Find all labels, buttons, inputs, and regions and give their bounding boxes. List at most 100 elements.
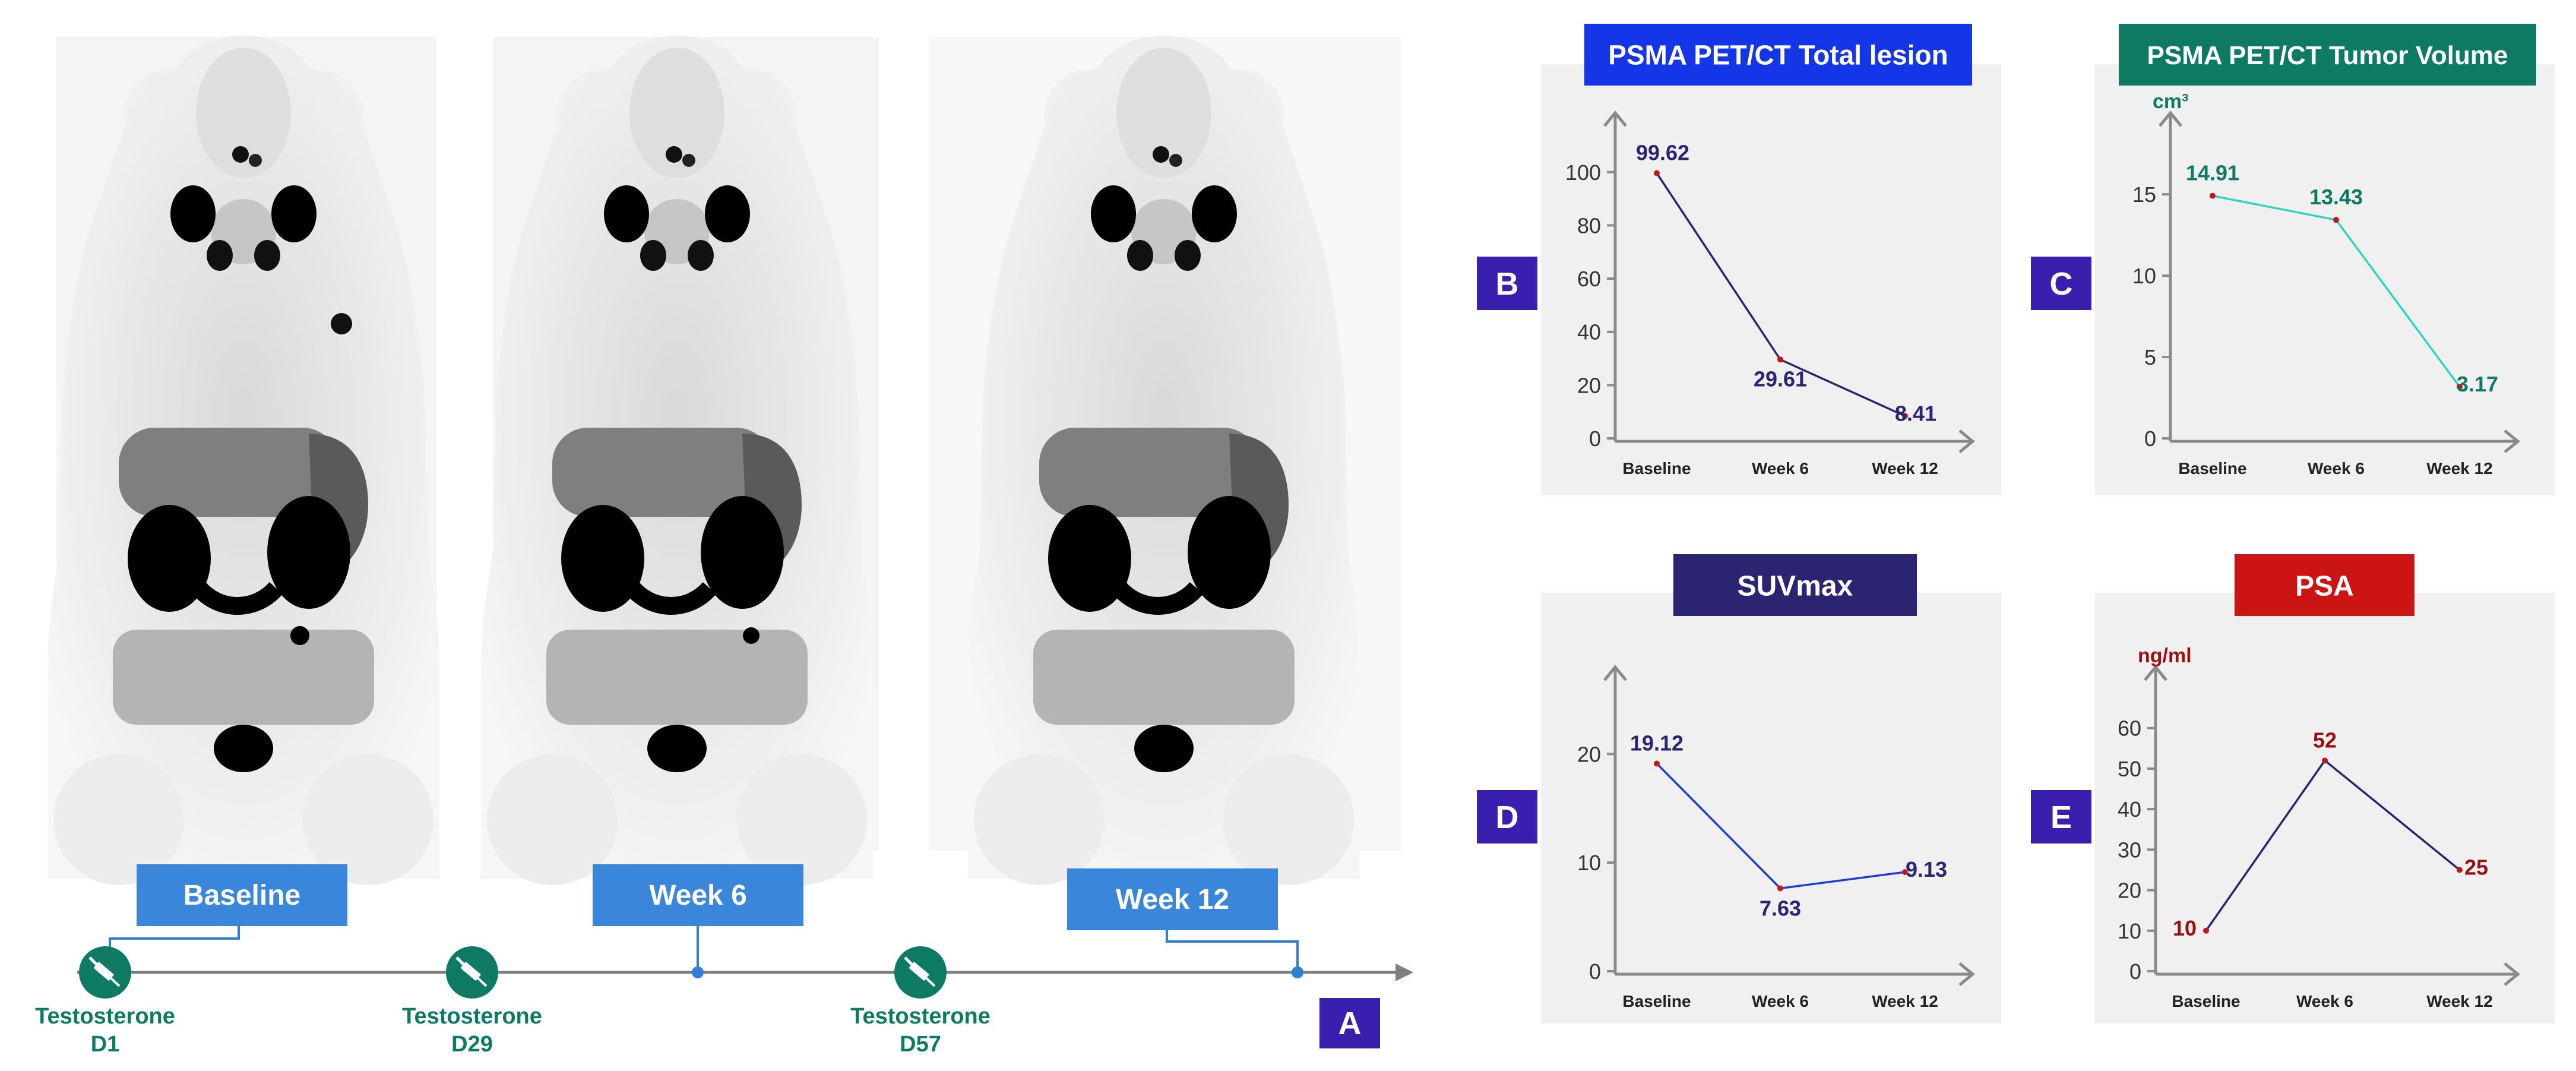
y-tick-label: 60 [2118, 716, 2141, 741]
charts: PSMA PET/CT Total lesionB020406080100Bas… [1477, 24, 2555, 1023]
panel-letter-box [2031, 790, 2091, 843]
scan-label-text: Week 6 [649, 880, 747, 911]
data-label: 19.12 [1630, 731, 1683, 755]
chart-title: PSMA PET/CT Tumor Volume [2147, 41, 2508, 70]
chart-title-box [2119, 24, 2536, 86]
y-axis-arrow [2144, 665, 2167, 681]
data-point [2203, 927, 2209, 934]
y-tick-label: 0 [1589, 959, 1601, 984]
panel-letter: C [2050, 266, 2073, 302]
x-tick-label: Week 12 [2426, 459, 2493, 478]
data-point [2210, 192, 2216, 199]
scan-label-2: Week 6 [593, 864, 803, 978]
y-tick-label: 100 [1565, 160, 1601, 185]
injection-label-line2: D29 [451, 1032, 493, 1057]
timeline-marker [692, 966, 704, 978]
timeline-marker [1292, 966, 1303, 978]
data-label: 13.43 [2309, 185, 2363, 209]
chart-title-box [2235, 554, 2414, 616]
panel-letter: D [1496, 800, 1519, 835]
chart-title: PSMA PET/CT Total lesion [1608, 40, 1948, 71]
chart-panel-bg [1541, 593, 2001, 1023]
chart-E: PSA E 0 10 20 30 40 50 60 ng/ml Baseline Week 6 Week… [2031, 554, 2555, 1023]
x-axis-arrow [1958, 962, 1975, 986]
pet-scan-week6 [481, 36, 879, 885]
data-label: 29.61 [1754, 367, 1807, 391]
injection-3: Testosterone D57 [850, 946, 990, 1057]
chart-C: PSMA PET/CT Tumor Volume C 0 5 10 15 cm³ Baseli… [2031, 24, 2555, 495]
chart-panel-bg [2095, 64, 2555, 495]
scan-label-connector [1166, 930, 1299, 972]
pet-scan-week12 [929, 36, 1401, 885]
pet-scan-baseline [48, 36, 439, 885]
y-tick-label: 5 [2144, 345, 2156, 369]
injection-label-line1: Testosterone [402, 1004, 542, 1029]
chart-title-box [1673, 554, 1917, 616]
scan-label-connector [109, 926, 240, 953]
data-point [2333, 217, 2339, 223]
x-tick-label: Baseline [2172, 992, 2240, 1010]
data-point [1777, 356, 1783, 363]
scan-label-box [1067, 868, 1278, 930]
y-tick-label: 50 [2118, 757, 2141, 781]
panel-letter: E [2050, 800, 2072, 835]
data-point [2457, 384, 2463, 390]
chart-title-box [1584, 24, 1972, 86]
panel-letter-box [1477, 790, 1537, 843]
panel-letter-a-box [1319, 998, 1380, 1048]
timeline-arrowhead [1395, 963, 1413, 981]
y-tick-label: 40 [2118, 797, 2141, 822]
y-tick-label: 20 [1577, 742, 1601, 766]
x-tick-label: Week 12 [1872, 459, 1938, 478]
y-axis-arrow [1603, 665, 1627, 681]
y-tick-label: 0 [2129, 959, 2141, 984]
data-label: 10 [2173, 916, 2197, 940]
panel-letter-box [1477, 257, 1537, 310]
y-tick-label: 10 [2118, 919, 2141, 943]
x-axis-arrow [2504, 962, 2520, 986]
y-tick-label: 0 [2144, 426, 2156, 451]
x-tick-label: Baseline [1622, 992, 1691, 1010]
y-axis-arrow [2159, 110, 2182, 127]
y-tick-label: 10 [1577, 851, 1601, 875]
scan-label-3: Week 12 [1067, 868, 1303, 978]
injection-1: Testosterone D1 [35, 946, 175, 1057]
panel-letter-a: A [1338, 1006, 1362, 1041]
scan-label-text: Week 12 [1116, 884, 1229, 915]
x-tick-label: Week 12 [2426, 992, 2493, 1010]
y-axis-unit: cm³ [2153, 90, 2188, 113]
x-tick-label: Week 6 [1752, 992, 1809, 1010]
y-tick-label: 20 [2118, 879, 2141, 903]
injection-label-line2: D1 [91, 1032, 120, 1057]
chart-panel-bg [1541, 64, 2001, 495]
data-label: 9.13 [1906, 857, 1947, 882]
scan-label-box [593, 864, 803, 926]
scan-label-text: Baseline [183, 880, 300, 911]
injection-label-line1: Testosterone [850, 1004, 990, 1029]
x-axis-arrow [1958, 429, 1975, 453]
syringe-icon [79, 946, 131, 999]
y-axis-unit: ng/ml [2138, 645, 2192, 667]
syringe-icon [446, 946, 498, 999]
data-label: 52 [2313, 728, 2337, 752]
chart-title: PSA [2295, 570, 2354, 602]
data-label: 25 [2464, 855, 2488, 879]
data-point [2322, 757, 2328, 764]
scan-label-box [137, 864, 347, 926]
data-point [1777, 885, 1783, 892]
data-label: 99.62 [1636, 141, 1689, 165]
data-label: 3.17 [2457, 372, 2498, 396]
y-tick-label: 15 [2132, 182, 2156, 207]
injection-label-line2: D57 [900, 1032, 941, 1057]
data-point [1902, 869, 1908, 876]
x-axis-arrow [2504, 429, 2520, 453]
chart-D: SUVmax D 0 10 20 Baseline Week 6 Week 12 19.12 7.… [1477, 554, 2001, 1023]
chart-B: PSMA PET/CT Total lesion B 0 20 40 60 80 100 Bas… [1477, 24, 2001, 495]
y-axis-arrow [1603, 110, 1627, 127]
chart-title: SUVmax [1738, 570, 1853, 602]
y-tick-label: 80 [1577, 213, 1601, 238]
x-tick-label: Week 6 [1752, 459, 1809, 478]
x-tick-label: Baseline [1622, 459, 1691, 478]
data-label: 8.41 [1895, 401, 1936, 425]
